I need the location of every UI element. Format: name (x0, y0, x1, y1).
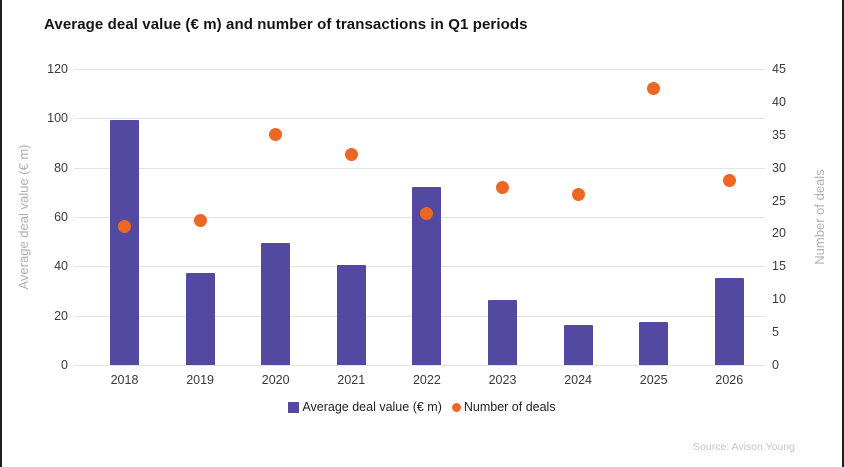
right-axis-title: Number of deals (812, 169, 827, 265)
deals-dot-2023 (496, 180, 509, 194)
deals-dot-2019 (193, 213, 207, 227)
gridline (74, 167, 765, 169)
x-axis-label-2021: 2021 (337, 373, 366, 387)
x-axis-label-2026: 2026 (715, 373, 744, 387)
legend-item-number-of-deals: Number of deals (451, 400, 556, 414)
bar-2024 (563, 324, 593, 365)
source-attribution: Source: Avison Young (693, 441, 795, 453)
right-axis-tick-label: 35 (772, 127, 786, 142)
bar-2020 (261, 243, 291, 365)
deals-dot-2024 (571, 187, 585, 201)
deals-dot-2025 (647, 82, 661, 96)
bar-series-swatch-icon (288, 401, 300, 413)
right-axis-tick-label: 30 (772, 160, 786, 175)
left-axis-tick-label: 0 (61, 358, 68, 372)
dot-series-swatch-icon (451, 402, 461, 412)
x-axis-label-2023: 2023 (488, 373, 517, 387)
left-axis-tick-label: 100 (47, 111, 68, 126)
left-axis-tick-label: 120 (47, 62, 68, 76)
legend-label-average-deal-value: Average deal value (€ m) (302, 400, 442, 414)
x-axis-label-2018: 2018 (110, 373, 139, 387)
x-axis-label-2022: 2022 (412, 373, 441, 387)
deals-dot-2026 (722, 174, 736, 188)
bar-2019 (185, 273, 215, 365)
gridline (74, 118, 765, 120)
x-axis-label-2025: 2025 (639, 373, 668, 387)
bar-2025 (639, 321, 669, 365)
right-axis-tick-label: 5 (772, 325, 779, 340)
deals-dot-2022 (420, 207, 434, 221)
left-axis-tick-label: 80 (54, 160, 68, 175)
right-axis-tick-label: 10 (772, 292, 786, 307)
right-axis-tick-label: 40 (772, 94, 786, 109)
legend-label-number-of-deals: Number of deals (463, 400, 556, 414)
bar-2021 (336, 265, 366, 365)
deals-dot-2018 (118, 220, 131, 234)
bar-2023 (488, 299, 517, 365)
bar-2018 (110, 119, 139, 365)
left-axis-tick-label: 20 (54, 308, 68, 323)
chart-title: Average deal value (€ m) and number of t… (44, 16, 528, 33)
x-axis-label-2019: 2019 (186, 373, 214, 387)
x-axis-label-2020: 2020 (261, 373, 290, 387)
deals-dot-2021 (344, 148, 358, 161)
gridline (74, 365, 765, 366)
gridline (74, 69, 765, 70)
bar-2026 (714, 277, 744, 365)
chart-legend: Average deal value (€ m) Number of deals (2, 400, 842, 414)
x-axis-label-2024: 2024 (564, 373, 592, 387)
legend-item-average-deal-value: Average deal value (€ m) (288, 400, 442, 414)
right-axis-tick-label: 20 (772, 226, 786, 241)
left-axis-tick-label: 40 (54, 259, 68, 274)
right-axis-tick-label: 25 (772, 193, 786, 208)
right-axis-tick-label: 0 (772, 358, 779, 372)
right-axis-tick-label: 15 (772, 259, 786, 274)
deals-dot-2020 (269, 128, 283, 142)
left-axis-tick-label: 60 (54, 210, 68, 224)
right-axis-tick-label: 45 (772, 62, 786, 76)
